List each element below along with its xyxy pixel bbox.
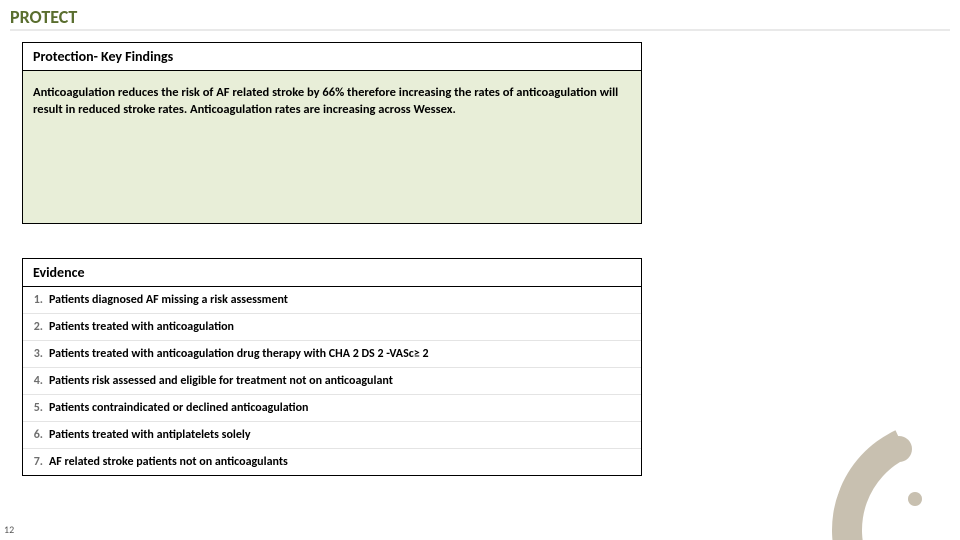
evidence-item-text: Patients treated with antiplatelets sole… xyxy=(49,428,633,442)
evidence-item-text: Patients risk assessed and eligible for … xyxy=(49,374,633,388)
page-title: PROTECT xyxy=(10,6,77,28)
evidence-item: 6.Patients treated with antiplatelets so… xyxy=(23,422,641,449)
evidence-item-text: Patients treated with anticoagulation xyxy=(49,320,633,334)
evidence-item-text: Patients treated with anticoagulation dr… xyxy=(49,347,633,361)
evidence-box: Evidence 1.Patients diagnosed AF missing… xyxy=(22,258,642,476)
evidence-item: 1.Patients diagnosed AF missing a risk a… xyxy=(23,287,641,314)
evidence-item-number: 6. xyxy=(25,428,49,442)
key-findings-box: Protection- Key Findings Anticoagulation… xyxy=(22,42,642,224)
evidence-item-text: Patients diagnosed AF missing a risk ass… xyxy=(49,293,633,307)
evidence-item-number: 3. xyxy=(25,347,49,361)
evidence-item: 2.Patients treated with anticoagulation xyxy=(23,314,641,341)
evidence-item: 7.AF related stroke patients not on anti… xyxy=(23,449,641,475)
evidence-item-number: 7. xyxy=(25,455,49,469)
evidence-list: 1.Patients diagnosed AF missing a risk a… xyxy=(23,287,641,475)
evidence-item-text: Patients contraindicated or declined ant… xyxy=(49,401,633,415)
title-underline xyxy=(10,29,950,31)
evidence-item-text: AF related stroke patients not on antico… xyxy=(49,455,633,469)
evidence-item-number: 2. xyxy=(25,320,49,334)
page-number: 12 xyxy=(4,523,14,536)
evidence-item: 4.Patients risk assessed and eligible fo… xyxy=(23,368,641,395)
decorative-logo xyxy=(822,420,952,540)
evidence-item-number: 5. xyxy=(25,401,49,415)
evidence-item-number: 1. xyxy=(25,293,49,307)
evidence-item-number: 4. xyxy=(25,374,49,388)
evidence-header: Evidence xyxy=(23,259,641,287)
key-findings-body: Anticoagulation reduces the risk of AF r… xyxy=(23,71,641,223)
evidence-item: 5.Patients contraindicated or declined a… xyxy=(23,395,641,422)
key-findings-header: Protection- Key Findings xyxy=(23,43,641,71)
evidence-item: 3.Patients treated with anticoagulation … xyxy=(23,341,641,368)
